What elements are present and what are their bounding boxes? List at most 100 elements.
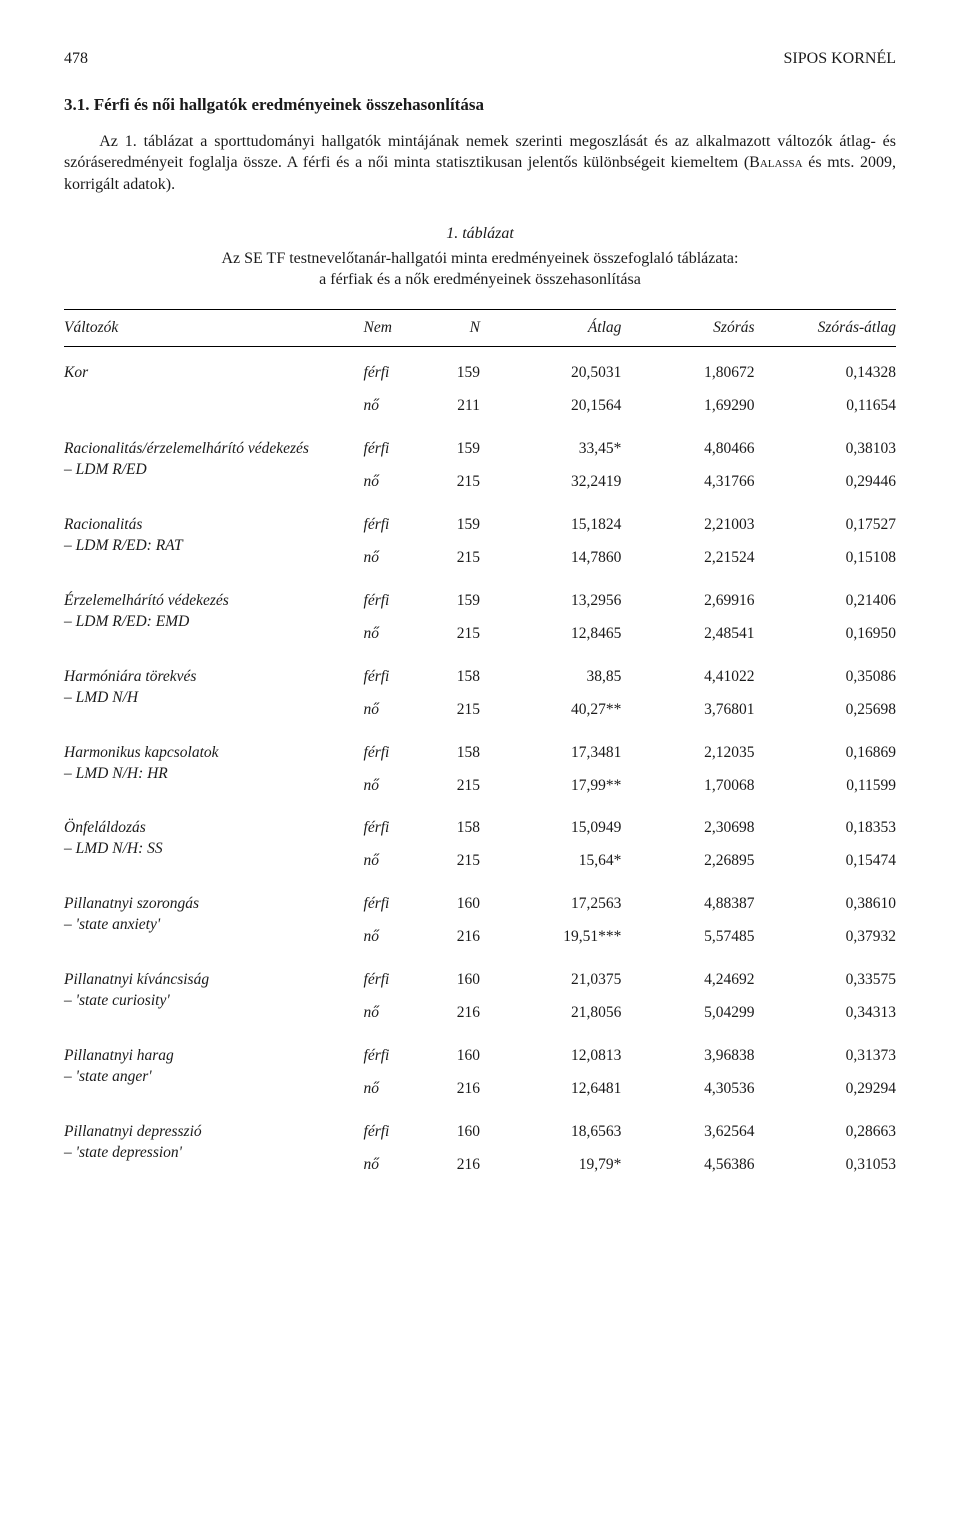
var-cell: Pillanatnyi szorongás– 'state anxiety' — [64, 878, 364, 954]
se-cell: 0,28663 — [755, 1106, 896, 1149]
var-main: Pillanatnyi harag — [64, 1046, 350, 1067]
se-cell: 0,33575 — [755, 954, 896, 997]
nem: nő — [364, 1073, 422, 1106]
n-cell: 160 — [422, 954, 480, 997]
mean-cell: 21,0375 — [480, 954, 621, 997]
n-cell: 215 — [422, 466, 480, 499]
mean-cell: 21,8056 — [480, 997, 621, 1030]
se-cell: 0,25698 — [755, 694, 896, 727]
nem: nő — [364, 921, 422, 954]
n-cell: 216 — [422, 1073, 480, 1106]
nem: férfi — [364, 1106, 422, 1149]
mean-cell: 17,3481 — [480, 727, 621, 770]
n-cell: 158 — [422, 727, 480, 770]
n-cell: 159 — [422, 499, 480, 542]
mean-cell: 17,2563 — [480, 878, 621, 921]
sd-cell: 1,70068 — [621, 770, 754, 803]
mean-cell: 15,1824 — [480, 499, 621, 542]
var-sub: – LDM R/ED — [64, 460, 350, 481]
sd-cell: 5,57485 — [621, 921, 754, 954]
var-cell: Érzelemelhárító védekezés– LDM R/ED: EMD — [64, 575, 364, 651]
n-cell: 160 — [422, 878, 480, 921]
var-main: Érzelemelhárító védekezés — [64, 591, 350, 612]
mean-cell: 15,64* — [480, 845, 621, 878]
nem: férfi — [364, 499, 422, 542]
nem: férfi — [364, 802, 422, 845]
n-cell: 160 — [422, 1106, 480, 1149]
mean-cell: 38,85 — [480, 651, 621, 694]
sd-cell: 1,80672 — [621, 347, 754, 390]
sd-cell: 2,21524 — [621, 542, 754, 575]
mean-cell: 33,45* — [480, 423, 621, 466]
mean-cell: 20,1564 — [480, 390, 621, 423]
var-cell: Pillanatnyi depresszió– 'state depressio… — [64, 1106, 364, 1182]
n-cell: 159 — [422, 423, 480, 466]
sd-cell: 2,69916 — [621, 575, 754, 618]
var-main: Racionalitás — [64, 515, 350, 536]
se-cell: 0,37932 — [755, 921, 896, 954]
sd-cell: 2,30698 — [621, 802, 754, 845]
se-cell: 0,34313 — [755, 997, 896, 1030]
nem: nő — [364, 542, 422, 575]
se-cell: 0,11654 — [755, 390, 896, 423]
mean-cell: 32,2419 — [480, 466, 621, 499]
var-sub: – LDM R/ED: EMD — [64, 612, 350, 633]
var-sub: – 'state anxiety' — [64, 915, 350, 936]
var-cell: Harmonikus kapcsolatok– LMD N/H: HR — [64, 727, 364, 803]
col-nem: Nem — [364, 309, 422, 347]
col-var: Változók — [64, 309, 364, 347]
nem: férfi — [364, 423, 422, 466]
nem: férfi — [364, 347, 422, 390]
table-row: Pillanatnyi harag– 'state anger'férfi160… — [64, 1030, 896, 1073]
var-sub: – LMD N/H — [64, 688, 350, 709]
sd-cell: 2,48541 — [621, 618, 754, 651]
nem: nő — [364, 390, 422, 423]
n-cell: 215 — [422, 694, 480, 727]
var-cell: Kor — [64, 347, 364, 423]
table-row: Önfeláldozás– LMD N/H: SSférfi15815,0949… — [64, 802, 896, 845]
var-main: Harmonikus kapcsolatok — [64, 743, 350, 764]
var-cell: Pillanatnyi kíváncsiság– 'state curiosit… — [64, 954, 364, 1030]
sd-cell: 4,88387 — [621, 878, 754, 921]
se-cell: 0,11599 — [755, 770, 896, 803]
mean-cell: 18,6563 — [480, 1106, 621, 1149]
col-se: Szórás-átlag — [755, 309, 896, 347]
nem: férfi — [364, 727, 422, 770]
table-row: Harmóniára törekvés– LMD N/Hférfi15838,8… — [64, 651, 896, 694]
paragraph-smallcaps: Balassa — [749, 154, 802, 171]
var-sub: – LMD N/H: SS — [64, 839, 350, 860]
se-cell: 0,15108 — [755, 542, 896, 575]
results-table: Változók Nem N Átlag Szórás Szórás-átlag… — [64, 309, 896, 1182]
var-cell: Önfeláldozás– LMD N/H: SS — [64, 802, 364, 878]
mean-cell: 20,5031 — [480, 347, 621, 390]
se-cell: 0,21406 — [755, 575, 896, 618]
sd-cell: 1,69290 — [621, 390, 754, 423]
table-row: Érzelemelhárító védekezés– LDM R/ED: EMD… — [64, 575, 896, 618]
mean-cell: 13,2956 — [480, 575, 621, 618]
nem: férfi — [364, 954, 422, 997]
table-title: Az SE TF testnevelőtanár-hallgatói minta… — [64, 249, 896, 291]
table-row: Racionalitás/érzelemelhárító védekezés– … — [64, 423, 896, 466]
table-row: Harmonikus kapcsolatok– LMD N/H: HRférfi… — [64, 727, 896, 770]
nem: férfi — [364, 575, 422, 618]
page-header: 478 SIPOS KORNÉL — [64, 48, 896, 70]
var-main: Kor — [64, 363, 350, 384]
var-sub: – 'state depression' — [64, 1143, 350, 1164]
se-cell: 0,29294 — [755, 1073, 896, 1106]
page-number: 478 — [64, 48, 88, 70]
sd-cell: 4,41022 — [621, 651, 754, 694]
var-cell: Pillanatnyi harag– 'state anger' — [64, 1030, 364, 1106]
se-cell: 0,18353 — [755, 802, 896, 845]
se-cell: 0,29446 — [755, 466, 896, 499]
n-cell: 215 — [422, 618, 480, 651]
col-mean: Átlag — [480, 309, 621, 347]
var-cell: Racionalitás– LDM R/ED: RAT — [64, 499, 364, 575]
var-sub: – LDM R/ED: RAT — [64, 536, 350, 557]
var-main: Racionalitás/érzelemelhárító védekezés — [64, 439, 350, 460]
var-cell: Harmóniára törekvés– LMD N/H — [64, 651, 364, 727]
nem: nő — [364, 845, 422, 878]
nem: nő — [364, 694, 422, 727]
mean-cell: 17,99** — [480, 770, 621, 803]
sd-cell: 3,62564 — [621, 1106, 754, 1149]
table-row: Racionalitás– LDM R/ED: RATférfi15915,18… — [64, 499, 896, 542]
